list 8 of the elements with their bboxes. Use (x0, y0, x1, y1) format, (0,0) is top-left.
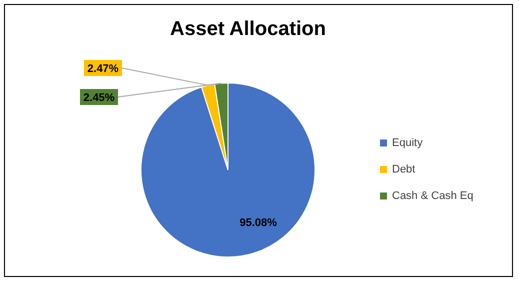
chart-title: Asset Allocation (170, 18, 326, 40)
data-label: 2.47% (87, 62, 119, 75)
legend-label: Cash & Cash Eq (392, 190, 474, 202)
legend-label: Equity (392, 136, 424, 149)
data-label: 95.08% (240, 217, 278, 230)
pie-slice (140, 82, 316, 258)
legend-label: Debt (392, 163, 416, 176)
data-label: 2.45% (83, 92, 115, 104)
